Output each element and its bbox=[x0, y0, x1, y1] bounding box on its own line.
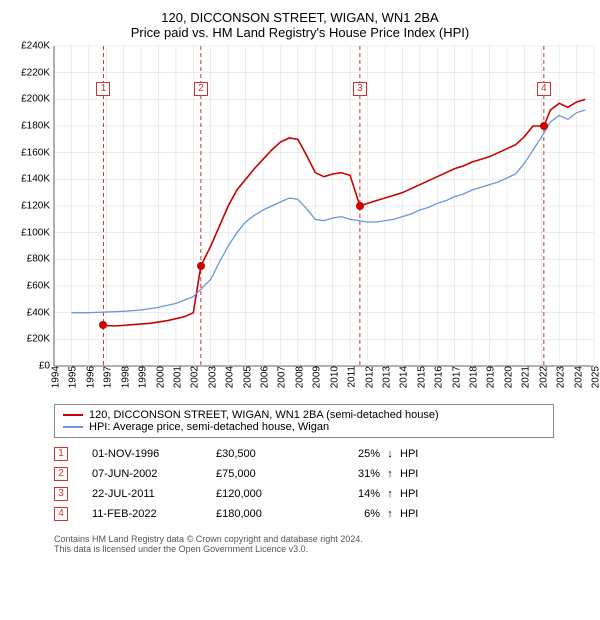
chart-plot: £0£20K£40K£60K£80K£100K£120K£140K£160K£1… bbox=[54, 46, 594, 366]
legend-box: 120, DICCONSON STREET, WIGAN, WN1 2BA (s… bbox=[54, 404, 554, 438]
y-tick-label: £220K bbox=[21, 67, 54, 78]
x-tick-label: 2000 bbox=[151, 366, 166, 388]
sales-pct: 25% bbox=[320, 448, 380, 460]
x-tick-label: 2001 bbox=[168, 366, 183, 388]
sale-dot bbox=[540, 122, 548, 130]
sales-date: 22-JUL-2011 bbox=[92, 488, 212, 500]
x-tick-label: 2012 bbox=[360, 366, 375, 388]
legend-label: 120, DICCONSON STREET, WIGAN, WN1 2BA (s… bbox=[89, 409, 439, 421]
x-tick-label: 2005 bbox=[238, 366, 253, 388]
sales-pct: 14% bbox=[320, 488, 380, 500]
footer: Contains HM Land Registry data © Crown c… bbox=[54, 534, 590, 554]
x-tick-label: 1997 bbox=[99, 366, 114, 388]
x-tick-label: 2010 bbox=[325, 366, 340, 388]
x-tick-label: 2004 bbox=[221, 366, 236, 388]
legend-swatch bbox=[63, 414, 83, 416]
x-tick-label: 2024 bbox=[569, 366, 584, 388]
sales-flag: 3 bbox=[54, 487, 68, 501]
sales-date: 01-NOV-1996 bbox=[92, 448, 212, 460]
y-tick-label: £160K bbox=[21, 147, 54, 158]
sales-pct: 6% bbox=[320, 508, 380, 520]
sales-arrow-icon: ↑ bbox=[384, 488, 396, 500]
legend-row: 120, DICCONSON STREET, WIGAN, WN1 2BA (s… bbox=[63, 409, 545, 421]
sales-price: £75,000 bbox=[216, 468, 316, 480]
y-tick-label: £120K bbox=[21, 201, 54, 212]
sales-flag: 1 bbox=[54, 447, 68, 461]
sales-hpi: HPI bbox=[400, 488, 418, 500]
sales-table: 1 01-NOV-1996 £30,500 25% ↓ HPI 2 07-JUN-2002 £7… bbox=[54, 444, 590, 524]
x-tick-label: 2023 bbox=[552, 366, 567, 388]
sales-price: £30,500 bbox=[216, 448, 316, 460]
x-tick-label: 2003 bbox=[203, 366, 218, 388]
legend-swatch bbox=[63, 426, 83, 428]
x-tick-label: 2019 bbox=[482, 366, 497, 388]
title-line2: Price paid vs. HM Land Registry's House … bbox=[10, 25, 590, 40]
sales-arrow-icon: ↑ bbox=[384, 508, 396, 520]
sales-row: 2 07-JUN-2002 £75,000 31% ↑ HPI bbox=[54, 464, 590, 484]
x-tick-label: 2016 bbox=[430, 366, 445, 388]
sale-dot bbox=[197, 262, 205, 270]
sales-row: 4 11-FEB-2022 £180,000 6% ↑ HPI bbox=[54, 504, 590, 524]
sales-date: 07-JUN-2002 bbox=[92, 468, 212, 480]
x-tick-label: 1994 bbox=[47, 366, 62, 388]
sales-pct: 31% bbox=[320, 468, 380, 480]
y-tick-label: £240K bbox=[21, 41, 54, 52]
sales-row: 3 22-JUL-2011 £120,000 14% ↑ HPI bbox=[54, 484, 590, 504]
x-tick-label: 2011 bbox=[343, 366, 358, 388]
y-tick-label: £20K bbox=[27, 334, 54, 345]
sale-dot bbox=[99, 321, 107, 329]
flag-marker: 2 bbox=[194, 82, 208, 96]
y-tick-label: £140K bbox=[21, 174, 54, 185]
sales-price: £180,000 bbox=[216, 508, 316, 520]
footer-line2: This data is licensed under the Open Gov… bbox=[54, 544, 590, 554]
flag-marker: 4 bbox=[537, 82, 551, 96]
chart-area: £0£20K£40K£60K£80K£100K£120K£140K£160K£1… bbox=[54, 46, 580, 366]
sales-flag: 2 bbox=[54, 467, 68, 481]
sales-date: 11-FEB-2022 bbox=[92, 508, 212, 520]
sales-hpi: HPI bbox=[400, 448, 418, 460]
sales-arrow-icon: ↓ bbox=[384, 448, 396, 460]
sale-dot bbox=[356, 202, 364, 210]
title-line1: 120, DICCONSON STREET, WIGAN, WN1 2BA bbox=[10, 10, 590, 25]
x-tick-label: 1996 bbox=[81, 366, 96, 388]
sales-arrow-icon: ↑ bbox=[384, 468, 396, 480]
flag-marker: 3 bbox=[353, 82, 367, 96]
x-tick-label: 2025 bbox=[587, 366, 600, 388]
x-tick-label: 2022 bbox=[534, 366, 549, 388]
x-tick-label: 2015 bbox=[412, 366, 427, 388]
x-tick-label: 2021 bbox=[517, 366, 532, 388]
x-tick-label: 1995 bbox=[64, 366, 79, 388]
y-tick-label: £200K bbox=[21, 94, 54, 105]
x-tick-label: 2009 bbox=[308, 366, 323, 388]
x-tick-label: 2020 bbox=[499, 366, 514, 388]
sales-hpi: HPI bbox=[400, 508, 418, 520]
sales-row: 1 01-NOV-1996 £30,500 25% ↓ HPI bbox=[54, 444, 590, 464]
x-tick-label: 2018 bbox=[465, 366, 480, 388]
y-tick-label: £100K bbox=[21, 227, 54, 238]
footer-line1: Contains HM Land Registry data © Crown c… bbox=[54, 534, 590, 544]
x-tick-label: 2002 bbox=[186, 366, 201, 388]
x-tick-label: 2017 bbox=[447, 366, 462, 388]
y-tick-label: £40K bbox=[27, 307, 54, 318]
y-tick-label: £80K bbox=[27, 254, 54, 265]
x-tick-label: 2008 bbox=[290, 366, 305, 388]
flag-marker: 1 bbox=[96, 82, 110, 96]
x-tick-label: 2013 bbox=[377, 366, 392, 388]
legend-row: HPI: Average price, semi-detached house,… bbox=[63, 421, 545, 433]
x-tick-label: 1999 bbox=[134, 366, 149, 388]
sales-price: £120,000 bbox=[216, 488, 316, 500]
y-tick-label: £180K bbox=[21, 121, 54, 132]
legend-label: HPI: Average price, semi-detached house,… bbox=[89, 421, 329, 433]
y-tick-label: £60K bbox=[27, 281, 54, 292]
x-tick-label: 2007 bbox=[273, 366, 288, 388]
sales-flag: 4 bbox=[54, 507, 68, 521]
x-tick-label: 2006 bbox=[256, 366, 271, 388]
x-tick-label: 2014 bbox=[395, 366, 410, 388]
x-tick-label: 1998 bbox=[116, 366, 131, 388]
chart-container: 120, DICCONSON STREET, WIGAN, WN1 2BA Pr… bbox=[0, 0, 600, 620]
sales-hpi: HPI bbox=[400, 468, 418, 480]
